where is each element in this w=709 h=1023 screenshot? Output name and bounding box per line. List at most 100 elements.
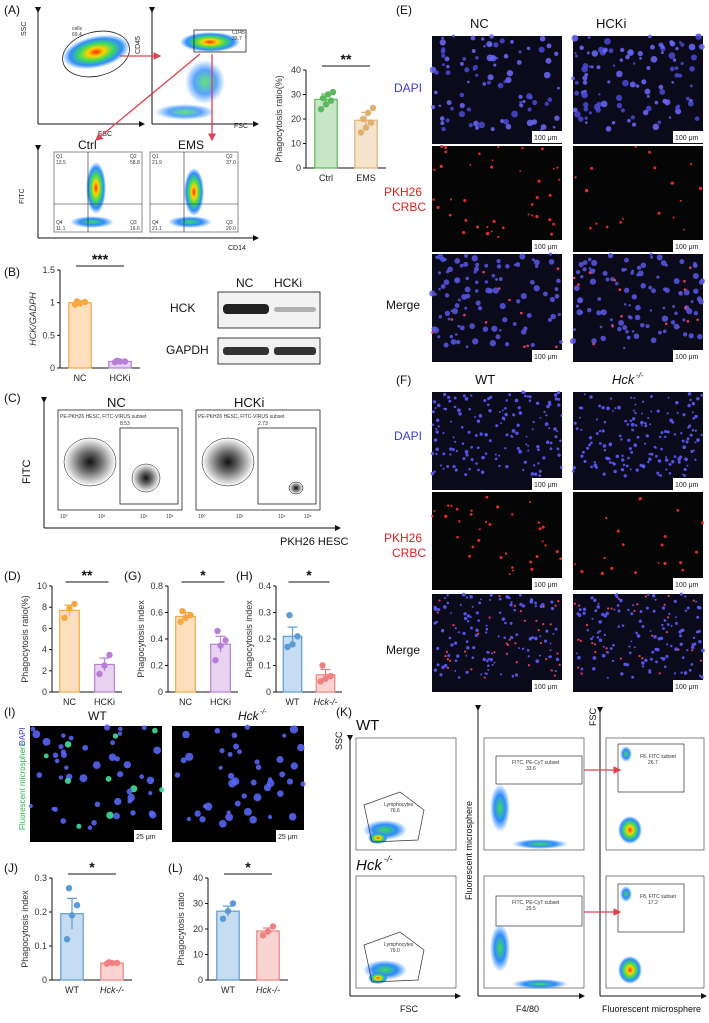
cell-dot	[683, 467, 687, 472]
cell-dot	[454, 627, 457, 630]
panel-i-microscopy: WT Hck -/- Fluorescent microsphere DAPI …	[18, 709, 306, 842]
cell-dot	[453, 641, 458, 645]
cell-dot	[539, 604, 543, 609]
cell-dot	[508, 638, 511, 641]
quad-label: Q4	[56, 220, 63, 226]
cell-dot	[666, 623, 670, 626]
data-point	[121, 358, 129, 365]
cell-dot	[433, 168, 436, 172]
cell-dot	[603, 556, 606, 560]
cell-dot	[510, 601, 513, 604]
cell-dot	[473, 266, 479, 272]
cell-dot	[433, 668, 438, 672]
cell-dot	[673, 433, 677, 436]
cell-dot	[628, 645, 631, 648]
chart-G: 0 0.2 0.4 0.6 0.8 Phagocytosis index NC HCKi *	[136, 567, 238, 707]
cell-dot	[498, 277, 503, 281]
panel-label-f: (F)	[396, 373, 411, 387]
cell-dot	[484, 321, 488, 324]
data-point	[71, 600, 78, 608]
cell-dot	[632, 604, 635, 607]
cell-dot	[649, 423, 652, 426]
cell-dot	[534, 605, 537, 608]
cell-dot	[476, 446, 480, 450]
cell-dot	[649, 630, 652, 632]
cell-dot	[606, 651, 610, 654]
cell-dot	[680, 671, 683, 674]
cell-dot	[490, 165, 494, 169]
cell-dot	[650, 452, 654, 456]
cell-dot	[521, 146, 524, 150]
cell-dot	[571, 469, 575, 473]
cell-dot	[651, 650, 655, 654]
cell-dot	[487, 74, 494, 81]
cell-dot	[54, 758, 60, 764]
gate-cd45-text: CD45	[232, 30, 245, 36]
cell-dot	[558, 663, 561, 666]
cell-dot	[642, 400, 645, 403]
cell-dot	[290, 762, 298, 770]
cell-dot	[605, 225, 609, 229]
cell-dot	[605, 126, 612, 132]
cell-dot	[619, 221, 622, 224]
cell-dot	[553, 393, 558, 397]
cell-dot	[467, 80, 470, 84]
cell-dot	[503, 418, 506, 421]
wb-band	[274, 307, 316, 312]
cell-dot	[480, 673, 483, 676]
cell-dot	[509, 603, 513, 607]
cell-dot	[506, 69, 514, 77]
cell-dot	[526, 119, 534, 127]
cell-dot	[548, 193, 552, 197]
cell-dot	[687, 403, 691, 408]
quad-value: 13.5	[56, 160, 66, 166]
cell-dot	[616, 604, 620, 607]
cell-dot	[462, 56, 467, 61]
i-col-hck: Hck	[238, 709, 260, 723]
cell-dot	[696, 605, 701, 610]
cell-dot	[581, 91, 588, 99]
cell-dot	[692, 599, 695, 602]
cell-dot	[616, 596, 619, 599]
cell-dot	[518, 94, 523, 99]
contour-blob	[288, 481, 304, 495]
cell-dot	[661, 45, 665, 49]
cell-dot	[443, 279, 450, 286]
cell-dot	[443, 392, 447, 397]
cell-dot	[508, 393, 512, 397]
x-tick-label: Hck-/-	[256, 985, 280, 995]
cell-dot	[666, 430, 670, 434]
cell-dot	[474, 415, 476, 418]
cell-dot	[699, 659, 703, 662]
cell-dot	[485, 520, 488, 523]
cell-dot	[146, 776, 155, 785]
cell-dot	[605, 647, 608, 650]
gate-cells	[62, 30, 130, 78]
cell-dot	[454, 468, 458, 472]
panel-c-contours: NC HCKi FITC PKH26 HESC PE-PKH26 HESC, F…	[21, 395, 349, 548]
cell-dot	[628, 304, 631, 307]
cell-dot	[665, 456, 668, 459]
cell-dot	[545, 629, 549, 633]
data-point	[359, 115, 367, 123]
cell-dot	[573, 421, 577, 425]
c-tick: 10⁴	[278, 514, 286, 520]
y-tick-label: 0.3	[258, 608, 271, 618]
cell-dot	[577, 604, 581, 607]
cell-dot	[578, 116, 584, 122]
cell-dot	[589, 278, 597, 285]
cell-dot	[663, 534, 667, 538]
cell-dot	[497, 235, 500, 238]
cell-dot	[436, 663, 440, 667]
panel-label-i: (I)	[4, 705, 15, 719]
cell-dot	[569, 337, 577, 345]
k-wt: WT	[356, 717, 379, 734]
cell-dot	[516, 423, 520, 427]
cell-dot	[227, 751, 233, 757]
data-point	[259, 932, 267, 939]
cell-dot	[539, 416, 542, 419]
c-tick: 10⁰	[60, 514, 68, 520]
cell-dot	[465, 654, 468, 657]
cell-dot	[442, 63, 445, 67]
cell-dot	[621, 454, 624, 457]
